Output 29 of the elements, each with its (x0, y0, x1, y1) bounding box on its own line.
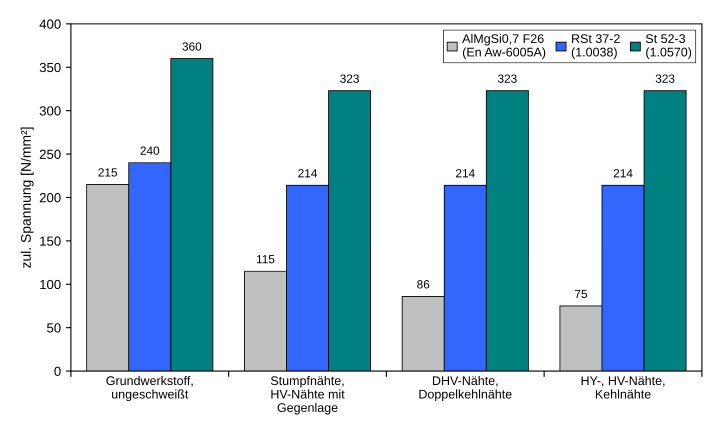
y-tick-label: 350 (40, 62, 61, 72)
x-tick-label: DHV-Nähte, Doppelkehlnähte (419, 376, 512, 402)
legend-label: RSt 37-2 (1.0038) (572, 34, 620, 59)
y-tick-label: 400 (39, 19, 61, 29)
x-tick-label: Grundwerkstoff, ungeschweißt (106, 376, 193, 402)
data-label: 75 (575, 290, 588, 298)
y-tick-label: 50 (47, 323, 61, 333)
data-label: 214 (614, 169, 633, 178)
y-tick-label: 300 (40, 106, 61, 116)
y-tick-label: 250 (40, 150, 61, 159)
y-tick-label: 0 (54, 366, 61, 376)
data-label: 214 (298, 169, 318, 178)
data-label: 240 (140, 146, 160, 155)
data-label: 323 (656, 74, 674, 83)
data-label: 360 (182, 42, 202, 51)
y-tick-label: 200 (40, 193, 61, 202)
y-axis-title: zul. Spannung [N/mm²] (20, 127, 34, 268)
x-tick-label: HY-, HV-Nähte, Kehlnähte (582, 376, 664, 399)
data-label: 323 (498, 74, 517, 83)
data-label: 323 (340, 74, 359, 83)
data-label: 86 (417, 280, 430, 289)
data-label: 215 (98, 168, 118, 177)
legend-label: St 52-3 (1.0570) (646, 34, 692, 59)
data-label: 214 (456, 169, 475, 178)
data-label: 115 (256, 255, 274, 264)
y-tick-label: 150 (40, 236, 61, 246)
y-tick-label: 100 (40, 280, 61, 290)
x-tick-label: Stumpfnähte, HV-Nähte mit Gegenlage (270, 376, 345, 415)
legend-label: AlMgSi0,7 F26 (En Aw-6005A) (462, 34, 546, 59)
